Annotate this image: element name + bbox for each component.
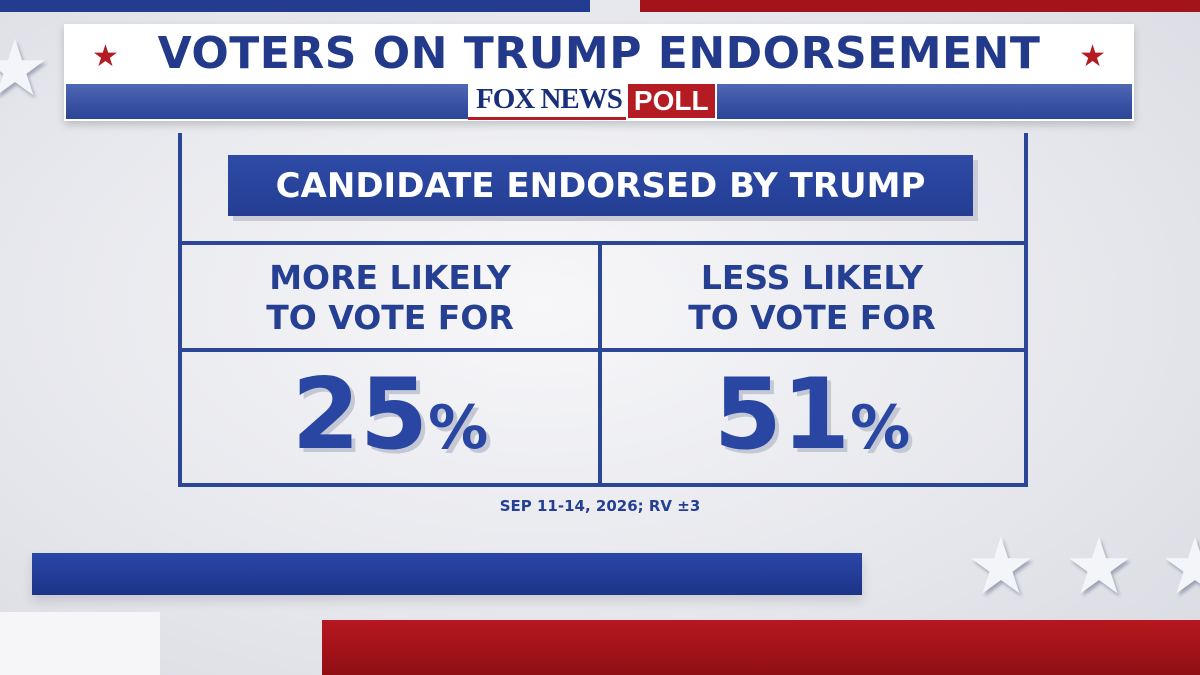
value-less-likely: 51% (602, 358, 1022, 472)
column-label-more-likely: MORE LIKELY TO VOTE FOR (180, 258, 600, 338)
table-column-divider (598, 244, 602, 483)
value-number: 25 (291, 358, 429, 472)
value-more-likely: 25% (180, 358, 600, 472)
top-blue-stripe (0, 0, 590, 12)
logo-fox-news: FOX NEWS (468, 82, 626, 120)
label-line: LESS LIKELY (700, 258, 924, 297)
decor-star-icon: ★ (1064, 522, 1134, 612)
top-red-stripe (640, 0, 1200, 12)
table-divider (178, 241, 1028, 245)
label-line: TO VOTE FOR (688, 298, 936, 337)
results-table (178, 133, 1028, 487)
value-unit: % (850, 393, 911, 463)
header-banner: ★ VOTERS ON TRUMP ENDORSEMENT ★ FOX NEWS… (64, 24, 1134, 121)
column-label-less-likely: LESS LIKELY TO VOTE FOR (602, 258, 1022, 338)
decor-star-icon: ★ (966, 522, 1036, 612)
bottom-white-block (0, 612, 160, 675)
page-title: VOTERS ON TRUMP ENDORSEMENT (157, 28, 1041, 79)
star-icon: ★ (1079, 39, 1106, 74)
bottom-blue-stripe (32, 553, 862, 595)
bottom-red-stripe (322, 620, 1200, 675)
value-unit: % (428, 393, 489, 463)
star-icon: ★ (92, 39, 119, 74)
decor-star-icon: ★ (1160, 522, 1200, 612)
logo-poll-badge: POLL (625, 82, 717, 120)
table-divider (178, 348, 1028, 352)
table-subhead: CANDIDATE ENDORSED BY TRUMP (228, 155, 973, 216)
label-line: MORE LIKELY (269, 258, 511, 297)
poll-footnote: SEP 11-14, 2026; RV ±3 (499, 497, 701, 515)
label-line: TO VOTE FOR (266, 298, 514, 337)
fox-news-poll-logo: FOX NEWS POLL (468, 82, 717, 120)
decor-star-icon: ★ (0, 24, 50, 114)
value-number: 51 (713, 358, 851, 472)
